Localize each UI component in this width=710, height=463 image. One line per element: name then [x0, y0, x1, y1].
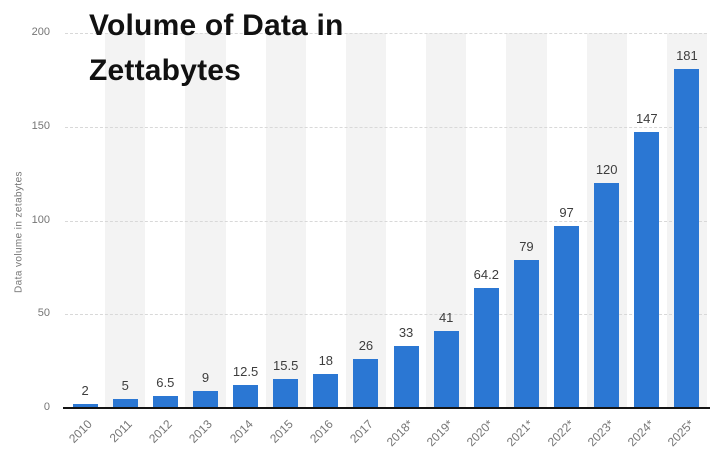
bar	[554, 226, 580, 408]
bar	[634, 132, 660, 408]
gridline	[65, 33, 707, 34]
plot-area: 2 5 6.5 9 12.5 15.5 18 26 33 41 64.2 79 97 120 147 181	[63, 33, 710, 409]
chart-title: Volume of Data in Zettabytes	[89, 3, 344, 93]
bar	[433, 331, 459, 408]
bar-value-label: 12.5	[232, 363, 259, 379]
bar	[674, 68, 700, 408]
bar	[393, 346, 419, 408]
bar-value-label: 6.5	[156, 374, 175, 390]
y-axis-tick-label: 150	[31, 119, 50, 132]
bar	[473, 287, 499, 408]
bar-value-label: 181	[676, 47, 698, 63]
bar-value-label: 9	[201, 370, 210, 386]
gridline	[65, 314, 707, 316]
bar	[112, 398, 138, 408]
y-axis-title: Data volume in zetabytes	[13, 171, 25, 293]
y-axis-tick-label: 100	[31, 213, 50, 226]
y-axis-tick-label: 200	[31, 26, 50, 38]
bar-value-label: 33	[398, 325, 414, 341]
bar-value-label: 2	[81, 383, 89, 399]
bar-value-label: 5	[121, 377, 129, 393]
bar-value-label: 147	[635, 111, 658, 127]
bar	[192, 391, 218, 408]
y-axis-tick-label: 50	[37, 307, 50, 320]
bar-value-label: 64.2	[473, 266, 499, 282]
y-axis-tick-label: 0	[43, 401, 50, 413]
bar-value-label: 15.5	[273, 357, 299, 373]
bar	[594, 183, 620, 408]
bar-value-label: 97	[559, 205, 574, 221]
gridline	[65, 126, 707, 128]
bar-value-label: 41	[438, 310, 454, 326]
bar	[313, 374, 339, 408]
bar	[353, 359, 379, 408]
chart-title-line: Zettabytes	[89, 54, 242, 87]
bar	[72, 404, 98, 408]
x-axis-line	[63, 407, 710, 409]
bar-value-label: 79	[519, 238, 534, 254]
bar-value-label: 120	[595, 162, 618, 177]
bar-value-label: 18	[318, 353, 334, 369]
bar	[233, 384, 259, 408]
chart-title-line: Volume of Data in	[89, 9, 344, 42]
gridline	[65, 220, 707, 222]
bar	[273, 378, 299, 408]
bar	[513, 259, 539, 408]
bar-value-label: 26	[358, 338, 374, 354]
bar	[152, 395, 178, 408]
